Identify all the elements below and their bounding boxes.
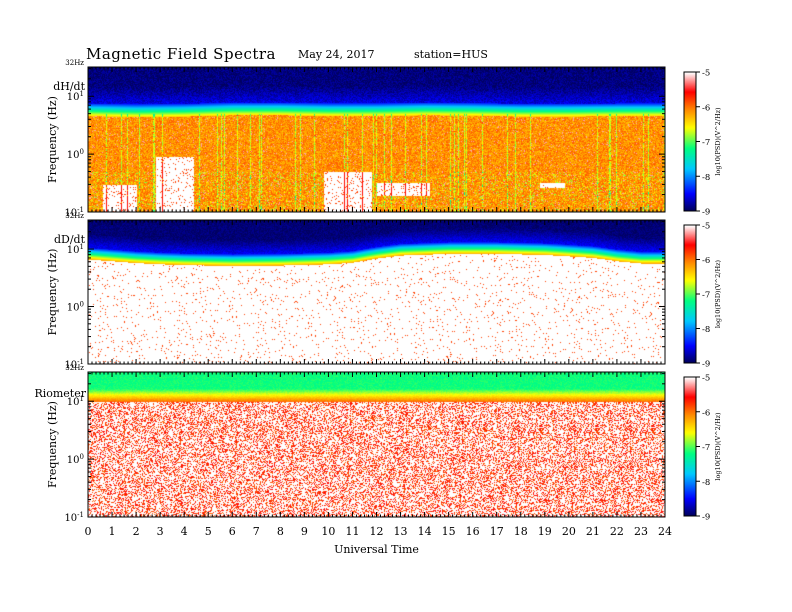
y-top-label: 32Hz [65, 59, 84, 67]
x-tick-label: 5 [205, 525, 212, 538]
panel-label: Riometer [34, 387, 86, 400]
x-tick-label: 0 [85, 525, 92, 538]
station-label: station=HUS [414, 48, 488, 61]
chart-title: Magnetic Field Spectra [86, 45, 276, 63]
x-tick-label: 23 [634, 525, 648, 538]
colorbar-tick-label: -9 [702, 208, 710, 218]
colorbar-label: log10(PSD)(V^2/Hz) [714, 412, 722, 481]
x-tick-label: 13 [394, 525, 408, 538]
colorbar-label: log10(PSD)(V^2/Hz) [714, 259, 722, 328]
y-tick-label: 101 [67, 395, 84, 408]
spectrogram-image [88, 220, 665, 364]
colorbar-tick-label: -8 [702, 478, 710, 488]
colorbar-tick-label: -5 [702, 222, 710, 232]
y-tick-label: 100 [67, 301, 84, 314]
x-tick-label: 16 [466, 525, 480, 538]
x-tick-label: 11 [345, 525, 359, 538]
x-tick-label: 20 [562, 525, 576, 538]
x-tick-label: 8 [277, 525, 284, 538]
colorbar [684, 72, 696, 211]
colorbar-tick-label: -5 [702, 374, 710, 384]
x-tick-label: 21 [586, 525, 600, 538]
colorbar-label: log10(PSD)(V^2/Hz) [714, 107, 722, 176]
y-tick-label: 10-1 [64, 206, 84, 219]
y-tick-label: 101 [67, 90, 84, 103]
spectrogram-image [88, 372, 665, 517]
colorbar-tick-label: -9 [702, 360, 710, 370]
colorbar [684, 225, 696, 363]
x-tick-label: 4 [181, 525, 188, 538]
colorbar-tick-label: -6 [702, 408, 710, 418]
x-tick-label: 9 [301, 525, 308, 538]
y-axis-title: Frequency (Hz) [46, 96, 59, 183]
colorbar-tick-label: -6 [702, 103, 710, 113]
x-tick-label: 17 [490, 525, 504, 538]
spectrogram-image [88, 67, 665, 212]
y-top-label: 32Hz [65, 212, 84, 220]
y-tick-label: 10-1 [64, 511, 84, 524]
y-axis-title: Frequency (Hz) [46, 401, 59, 488]
y-tick-label: 100 [67, 148, 84, 161]
x-tick-label: 24 [658, 525, 672, 538]
x-tick-label: 12 [370, 525, 384, 538]
x-tick-label: 19 [538, 525, 552, 538]
colorbar-tick-label: -8 [702, 173, 710, 183]
colorbar-tick-label: -7 [702, 138, 710, 148]
y-axis-title: Frequency (Hz) [46, 249, 59, 336]
colorbar-tick-label: -7 [702, 443, 710, 453]
x-tick-label: 1 [109, 525, 116, 538]
x-tick-label: 10 [321, 525, 335, 538]
y-tick-label: 100 [67, 453, 84, 466]
x-tick-label: 18 [514, 525, 528, 538]
y-tick-label: 101 [67, 243, 84, 256]
colorbar-tick-label: -5 [702, 69, 710, 79]
x-tick-label: 7 [253, 525, 260, 538]
panel-label: dD/dt [54, 233, 86, 246]
x-tick-label: 6 [229, 525, 236, 538]
date-label: May 24, 2017 [298, 48, 375, 61]
colorbar-tick-label: -9 [702, 513, 710, 523]
colorbar [684, 377, 696, 516]
y-top-label: 32Hz [65, 364, 84, 372]
x-tick-label: 2 [133, 525, 140, 538]
x-tick-label: 15 [442, 525, 456, 538]
x-axis-title: Universal Time [334, 543, 419, 556]
y-tick-label: 10-1 [64, 358, 84, 371]
panel-label: dH/dt [53, 80, 85, 93]
colorbar-tick-label: -6 [702, 256, 710, 266]
x-tick-label: 3 [157, 525, 164, 538]
colorbar-tick-label: -8 [702, 325, 710, 335]
x-tick-label: 22 [610, 525, 624, 538]
colorbar-tick-label: -7 [702, 291, 710, 301]
x-tick-label: 14 [418, 525, 432, 538]
